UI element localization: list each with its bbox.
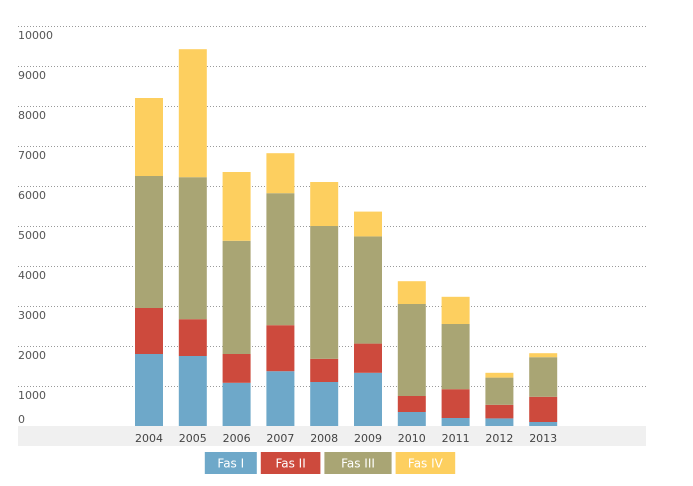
bar-2009-fas-iii: [354, 236, 382, 344]
bar-2009-fas-ii: [354, 343, 382, 373]
y-axis-labels: 0 1000 2000 3000 4000 5000 6000 7000 8000 9000 100…: [18, 29, 53, 426]
bar-2013-fas-i: [529, 422, 558, 426]
bar-2010-fas-iii: [397, 304, 426, 396]
bar-2005-fas-iii: [178, 177, 207, 320]
bar-2010-fas-iv: [397, 281, 426, 304]
bar-2008-fas-i: [310, 382, 339, 426]
bar-2006-fas-ii: [222, 354, 251, 383]
legend-label-fas-iv: Fas IV: [408, 457, 444, 471]
x-tick-label: 2008: [310, 432, 338, 445]
x-tick-label: 2006: [223, 432, 251, 445]
bar-2009-fas-iv: [354, 211, 382, 237]
bar-2012-fas-ii: [485, 404, 514, 419]
legend-swatch-fas-iv: [395, 452, 456, 474]
y-tick-label: 8000: [18, 109, 46, 122]
x-axis-band: [18, 426, 646, 446]
legend-label-fas-ii: Fas II: [275, 457, 305, 471]
x-tick-label: 2007: [266, 432, 294, 445]
y-tick-label: 2000: [18, 349, 46, 362]
bar-2007-fas-i: [266, 371, 295, 426]
bar-2007-fas-ii: [266, 325, 295, 372]
bar-2008-fas-iii: [310, 226, 339, 359]
legend-label-fas-iii: Fas III: [341, 457, 375, 471]
bar-2010-fas-ii: [397, 396, 426, 412]
y-tick-label: 0: [18, 413, 25, 426]
y-tick-label: 5000: [18, 229, 46, 242]
x-axis-labels: 2004 2005 2006 2007 2008 2009 2010 2011 2012 2013: [135, 432, 557, 445]
bar-2006-fas-iii: [222, 240, 251, 354]
bar-2012-fas-iv: [485, 372, 514, 378]
y-tick-label: 7000: [18, 149, 46, 162]
x-tick-label: 2012: [485, 432, 513, 445]
bar-2013-fas-iii: [529, 357, 558, 397]
y-tick-label: 9000: [18, 69, 46, 82]
x-tick-label: 2005: [179, 432, 207, 445]
bars: [135, 49, 558, 426]
bar-2004-fas-iii: [135, 176, 163, 308]
bar-2011-fas-i: [441, 418, 470, 426]
bar-2005-fas-ii: [178, 319, 207, 356]
bar-2007-fas-iii: [266, 193, 295, 326]
legend-swatch-fas-iii: [324, 452, 392, 474]
bar-2011-fas-iv: [441, 296, 470, 324]
bar-2013-fas-iv: [529, 353, 558, 358]
y-tick-label: 3000: [18, 309, 46, 322]
y-tick-label: 6000: [18, 189, 46, 202]
bar-2012-fas-iii: [485, 377, 514, 405]
x-tick-label: 2009: [354, 432, 382, 445]
bar-2011-fas-ii: [441, 389, 470, 418]
legend-swatch-fas-i: [204, 452, 257, 474]
legend: Fas I Fas II Fas III Fas IV: [204, 452, 456, 474]
bar-2007-fas-iv: [266, 153, 295, 194]
bar-2004-fas-ii: [135, 308, 163, 354]
bar-2011-fas-iii: [441, 324, 470, 390]
y-tick-label: 4000: [18, 269, 46, 282]
bar-2008-fas-ii: [310, 358, 339, 382]
x-tick-label: 2010: [398, 432, 426, 445]
legend-label-fas-i: Fas I: [217, 457, 244, 471]
bar-2008-fas-iv: [310, 182, 339, 226]
bar-2005-fas-i: [178, 356, 207, 426]
bar-2013-fas-ii: [529, 396, 558, 422]
y-tick-label: 10000: [18, 29, 53, 42]
bar-2004-fas-iv: [135, 98, 163, 176]
bar-2010-fas-i: [397, 412, 426, 426]
bar-2006-fas-i: [222, 382, 251, 426]
x-axis-band-rect: [18, 426, 646, 446]
bar-2006-fas-iv: [222, 172, 251, 241]
legend-swatch-fas-ii: [260, 452, 321, 474]
bar-2005-fas-iv: [178, 49, 207, 178]
x-tick-label: 2013: [529, 432, 557, 445]
y-tick-label: 1000: [18, 389, 46, 402]
x-tick-label: 2004: [135, 432, 163, 445]
bar-2009-fas-i: [354, 372, 382, 426]
bar-2004-fas-i: [135, 354, 163, 426]
x-tick-label: 2011: [442, 432, 470, 445]
bar-2012-fas-i: [485, 418, 514, 426]
